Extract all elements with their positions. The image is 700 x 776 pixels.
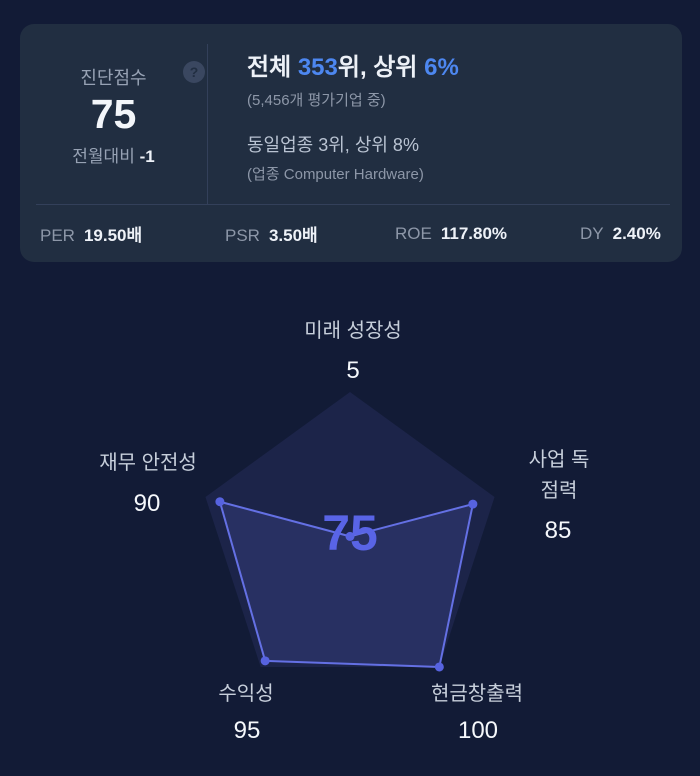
stat-dy: DY 2.40% — [580, 224, 682, 244]
stat-psr: PSR 3.50배 — [225, 221, 395, 246]
month-over-month: 전월대비 -1 — [72, 142, 154, 167]
axis-value-cash-generation: 100 — [457, 717, 499, 744]
rank-sub-text: (5,456개 평가기업 중) — [247, 91, 386, 109]
score-label: 진단점수 — [80, 68, 147, 88]
help-icon[interactable]: ? — [183, 61, 205, 83]
stat-value: 19.50배 — [83, 226, 143, 245]
radar-chart: 미래 성장성 5 사업 독점력 85 현금창출력 100 수익성 95 재무 안… — [0, 280, 700, 776]
industry-rank-text: 동일업종 3위, 상위 8% — [247, 134, 419, 155]
mom-label: 전월대비 — [72, 147, 140, 166]
industry-name-text: (업종 Computer Hardware) — [247, 165, 424, 183]
axis-label-financial-stability: 재무 안전성 — [99, 452, 197, 474]
valuation-stats-row: PER 19.50배 PSR 3.50배 ROE 117.80% DY 2.40… — [20, 205, 682, 262]
rank-percent: 6% — [424, 54, 459, 81]
rank-heading-mid: 위, 상위 — [337, 54, 425, 81]
rank-heading-pre: 전체 — [247, 54, 298, 81]
axis-label-business-monopoly: 사업 독점력 — [528, 449, 590, 502]
radar-center-score: 75 — [322, 505, 378, 561]
overall-rank-heading: 전체 353위, 상위 6% — [247, 54, 682, 83]
axis-value-future-growth: 5 — [346, 357, 360, 384]
stat-per: PER 19.50배 — [40, 221, 225, 246]
diagnosis-score: 75 — [90, 91, 137, 137]
score-column: 진단점수 75 전월대비 -1 — [20, 24, 207, 204]
axis-label-profitability: 수익성 — [218, 683, 274, 705]
stat-roe: ROE 117.80% — [395, 224, 580, 244]
rank-number: 353 — [297, 54, 338, 81]
horizontal-divider — [36, 204, 670, 205]
radar-svg — [205, 392, 495, 672]
axis-label-future-growth: 미래 성장성 — [304, 320, 402, 342]
diagnosis-score-card: 진단점수 75 전월대비 -1 ? 전체 353위, 상위 6% (5,456개… — [20, 24, 682, 262]
stat-label: PER — [40, 226, 75, 245]
stat-label: DY — [580, 223, 604, 243]
axis-value-financial-stability: 90 — [133, 490, 161, 517]
axis-value-business-monopoly: 85 — [544, 517, 572, 544]
axis-label-cash-generation: 현금창출력 — [431, 683, 523, 705]
stat-value: 2.40% — [612, 223, 661, 243]
axis-value-profitability: 95 — [233, 717, 261, 744]
vertical-divider — [207, 44, 208, 204]
stat-label: ROE — [395, 223, 432, 243]
rank-column: 전체 353위, 상위 6% (5,456개 평가기업 중) 동일업종 3위, … — [227, 24, 682, 184]
stat-value: 117.80% — [440, 223, 508, 243]
stat-label: PSR — [225, 226, 260, 245]
mom-value: -1 — [139, 147, 155, 166]
stat-value: 3.50배 — [268, 226, 318, 245]
